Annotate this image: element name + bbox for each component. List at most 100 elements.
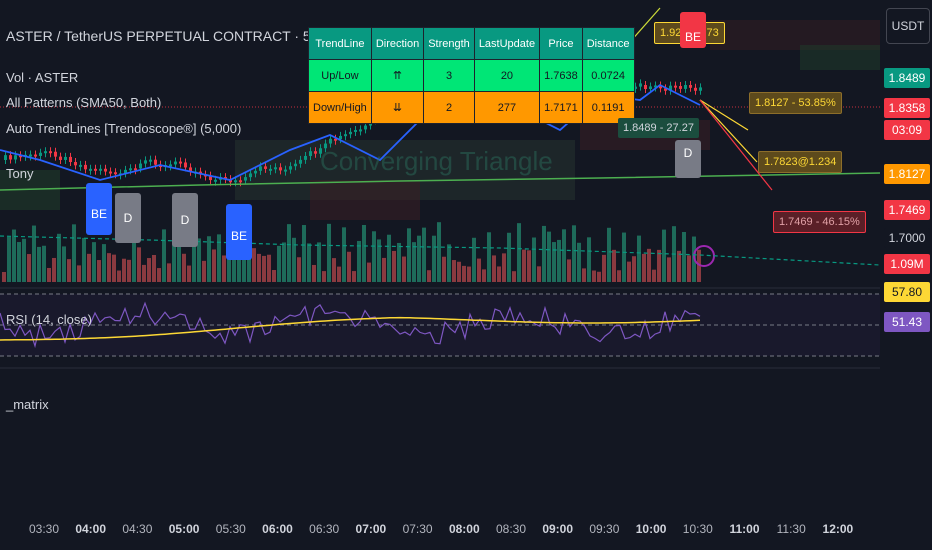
volume-bar: [32, 225, 36, 282]
volume-bar: [402, 256, 406, 282]
candle-body: [359, 129, 362, 132]
candle-body: [74, 162, 77, 166]
indicator-rsi[interactable]: RSI (14, close): [6, 312, 92, 327]
candle-body: [124, 169, 127, 174]
be-marker-top: BE: [680, 12, 706, 48]
volume-bar: [452, 260, 456, 282]
candle-body: [109, 171, 112, 174]
candle-body: [179, 161, 182, 164]
volume-bar: [472, 237, 476, 282]
volume-bar: [392, 250, 396, 282]
candle-body: [149, 159, 152, 162]
volume-bar: [547, 231, 551, 282]
volume-bar: [422, 227, 426, 282]
candle-body: [654, 85, 657, 88]
candle-body: [144, 160, 147, 164]
time-tick: 06:00: [262, 522, 293, 536]
be-marker-2: BE: [226, 204, 252, 260]
pattern-watermark: Converging Triangle: [320, 146, 553, 176]
volume-bar: [652, 269, 656, 282]
time-tick: 04:30: [122, 522, 153, 536]
trendline-table: TrendLine Direction Strength LastUpdate …: [308, 27, 635, 124]
d-marker-1: D: [115, 193, 141, 243]
candle-body: [339, 135, 342, 140]
volume-bar: [202, 260, 206, 282]
volume-bar: [427, 270, 431, 282]
volume-bar: [477, 258, 481, 282]
time-tick: 11:30: [776, 522, 806, 536]
volume-bar: [12, 229, 16, 282]
candle-body: [679, 86, 682, 89]
volume-bar: [17, 242, 21, 282]
time-tick: 10:00: [635, 522, 667, 536]
candle-body: [79, 164, 82, 167]
target-line: [699, 99, 773, 191]
volume-bar: [347, 251, 351, 282]
volume-bar: [482, 269, 486, 282]
volume-bar: [522, 249, 526, 282]
indicator-all-patterns[interactable]: All Patterns (SMA50, Both): [6, 95, 162, 110]
volume-bar: [2, 272, 6, 282]
volume-bar: [542, 225, 546, 282]
candle-body: [649, 86, 652, 90]
indicator-auto-trendlines[interactable]: Auto TrendLines [Trendoscope®] (5,000): [6, 121, 242, 136]
price-badge: 1.09M: [884, 254, 930, 274]
volume-bar: [492, 255, 496, 282]
time-tick: 03:30: [28, 522, 60, 536]
candle-body: [134, 168, 137, 171]
volume-bar: [512, 271, 516, 282]
price-badge: 1.8358: [884, 98, 930, 118]
volume-bar: [77, 265, 81, 282]
candle-body: [284, 169, 287, 172]
candle-body: [114, 172, 117, 175]
volume-bar: [567, 259, 571, 282]
candle-body: [264, 166, 267, 169]
candle-body: [664, 88, 667, 91]
price-badge: 57.80: [884, 282, 930, 302]
symbol-title[interactable]: ASTER / TetherUS PERPETUAL CONTRACT · 5 …: [6, 28, 374, 44]
candle-body: [129, 168, 132, 171]
cell: 1.7171: [539, 91, 583, 124]
volume-bar: [197, 238, 201, 282]
zone: [800, 45, 880, 70]
volume-bar: [57, 233, 61, 282]
volume-bar: [22, 238, 26, 282]
volume-bar: [107, 253, 111, 282]
cell: 0.1191: [581, 91, 635, 124]
volume-bar: [647, 248, 651, 282]
indicator-volume[interactable]: Vol · ASTER: [6, 70, 79, 85]
candle-body: [59, 156, 62, 160]
volume-bar: [352, 271, 356, 282]
time-tick: 04:00: [75, 522, 107, 536]
volume-bar: [262, 255, 266, 282]
time-tick: 08:30: [495, 522, 527, 536]
volume-bar: [217, 234, 221, 282]
candle-body: [89, 168, 92, 171]
indicator-matrix[interactable]: _matrix: [6, 397, 49, 412]
time-tick: 09:00: [542, 522, 574, 536]
currency-button[interactable]: USDT: [886, 8, 930, 44]
volume-bar: [577, 242, 581, 282]
volume-bar: [562, 229, 566, 282]
volume-bar: [287, 224, 291, 282]
volume-bar: [607, 227, 611, 282]
volume-ma-line: [0, 235, 880, 266]
indicator-tony[interactable]: Tony: [6, 166, 34, 181]
time-axis[interactable]: 03:30 04:00 04:30 05:00 05:30 06:00 06:30 07:00…: [0, 510, 880, 550]
time-tick: 05:00: [168, 522, 200, 536]
volume-bar: [242, 242, 246, 282]
cell: ⇈: [370, 59, 425, 92]
candle-body: [699, 87, 702, 91]
candle-body: [244, 177, 247, 181]
volume-bar: [302, 225, 306, 282]
volume-bar: [322, 271, 326, 282]
volume-bar: [682, 232, 686, 282]
th-lastupdate: LastUpdate: [473, 27, 541, 60]
candle-body: [334, 138, 337, 141]
time-tick: 05:30: [215, 522, 246, 536]
th-strength: Strength: [423, 27, 475, 60]
price-axis[interactable]: 1.8489 1.8358 03:09 1.8127 1.7469 1.7000 1.09M…: [880, 0, 932, 510]
volume-bar: [267, 254, 271, 282]
volume-bar: [502, 253, 506, 282]
volume-bar: [87, 253, 91, 282]
